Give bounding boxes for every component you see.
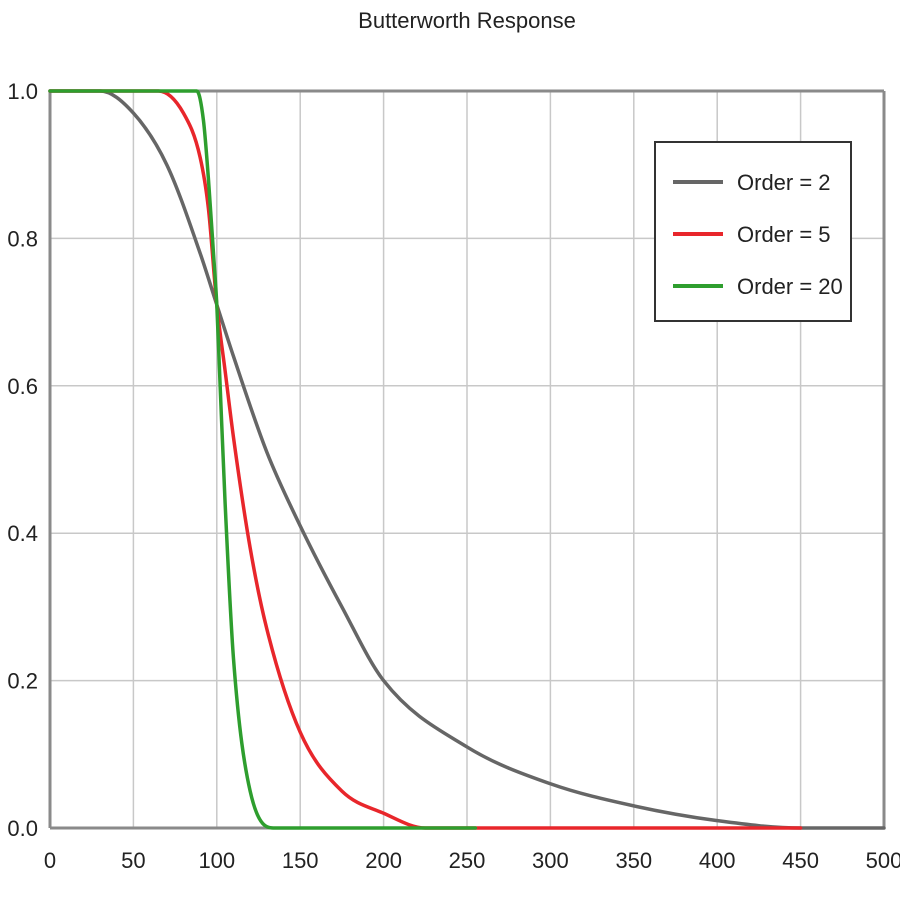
series-line-order-5 <box>48 89 803 830</box>
x-tick-label: 50 <box>121 848 145 873</box>
chart-title: Butterworth Response <box>358 8 576 33</box>
series-line-order-2 <box>48 89 886 830</box>
x-tick-label: 400 <box>699 848 736 873</box>
x-tick-label: 450 <box>782 848 819 873</box>
tick-labels: 0 50 100 150 200 250 300 350 400 450 500 0.0 0.2 0.4 0… <box>7 79 900 873</box>
y-tick-label: 0.4 <box>7 521 38 546</box>
y-tick-label: 0.2 <box>7 669 38 694</box>
y-tick-label: 1.0 <box>7 79 38 104</box>
y-tick-label: 0.6 <box>7 374 38 399</box>
x-tick-label: 150 <box>282 848 319 873</box>
series-lines <box>48 89 886 830</box>
legend-box <box>654 141 852 322</box>
x-tick-label: 250 <box>449 848 486 873</box>
x-tick-label: 100 <box>198 848 235 873</box>
x-tick-label: 500 <box>866 848 900 873</box>
legend-label: Order = 20 <box>737 274 843 299</box>
x-tick-label: 0 <box>44 848 56 873</box>
series-line-order-20 <box>48 89 478 830</box>
y-tick-label: 0.8 <box>7 226 38 251</box>
legend-label: Order = 5 <box>737 222 831 247</box>
x-tick-label: 350 <box>615 848 652 873</box>
legend: Order = 2 Order = 5 Order = 20 <box>654 141 852 322</box>
legend-label: Order = 2 <box>737 170 831 195</box>
x-tick-label: 200 <box>365 848 402 873</box>
y-tick-label: 0.0 <box>7 816 38 841</box>
x-tick-label: 300 <box>532 848 569 873</box>
